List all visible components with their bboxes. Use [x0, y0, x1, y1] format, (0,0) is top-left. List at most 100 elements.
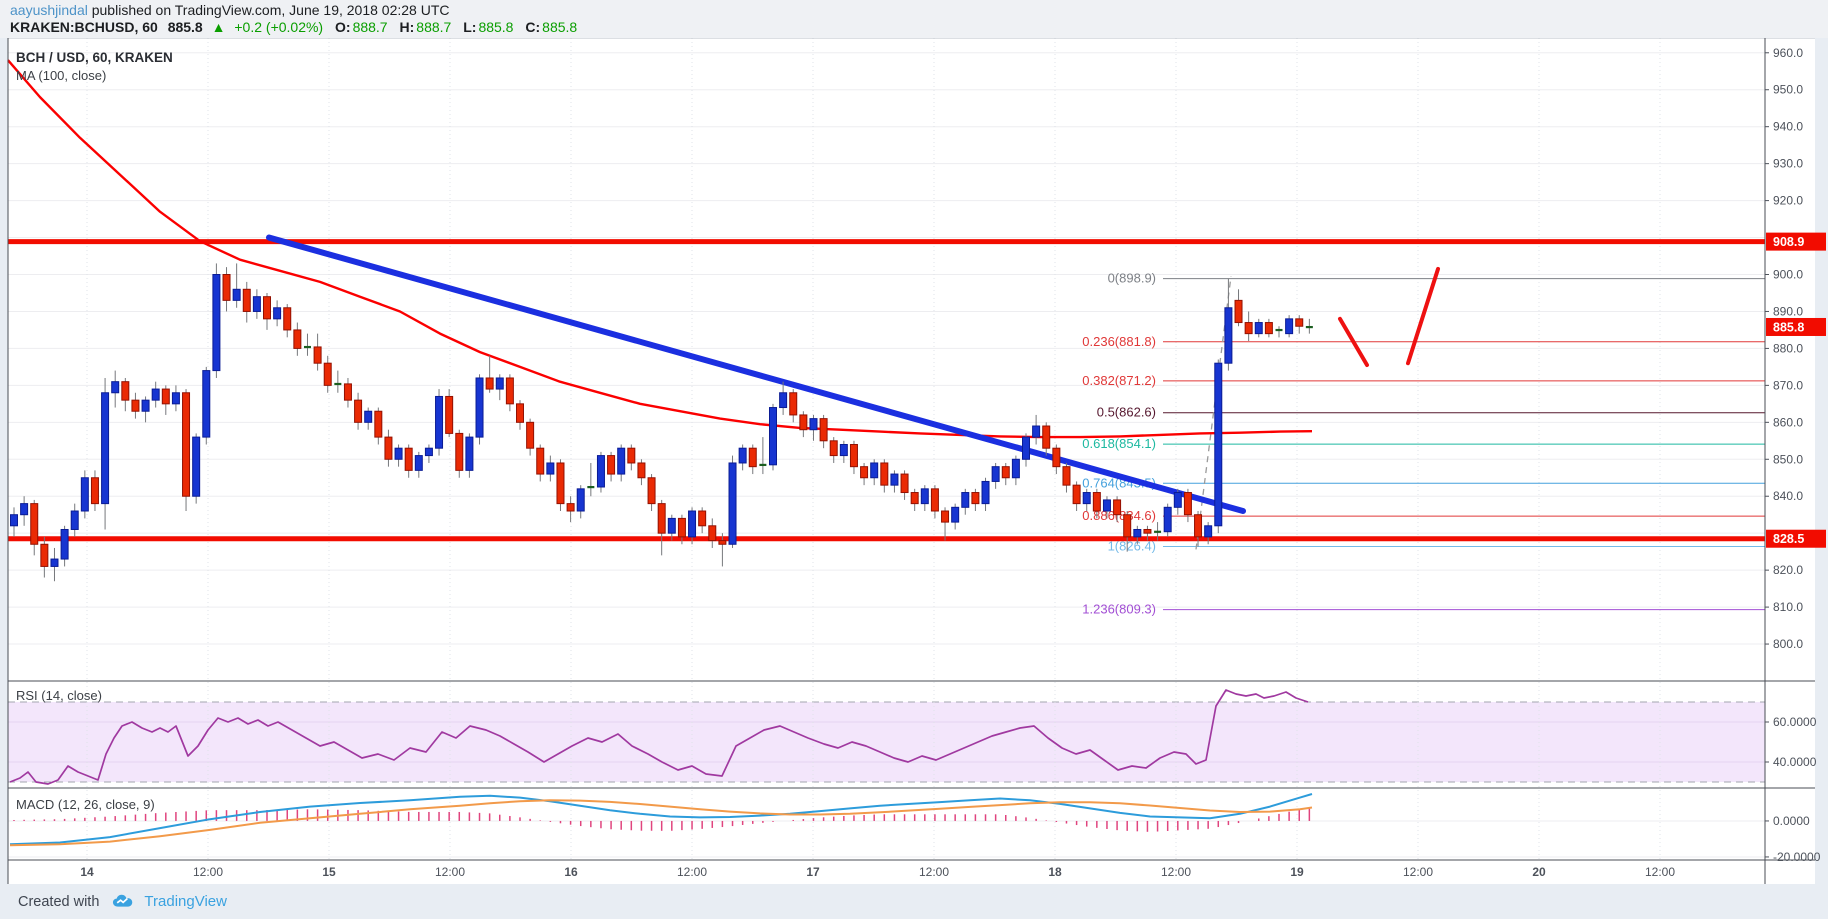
- candle: [121, 381, 130, 401]
- trendline[interactable]: [266, 234, 1246, 515]
- tradingview-logo-icon: [113, 894, 133, 907]
- svg-text:810.0: 810.0: [1773, 600, 1803, 614]
- svg-text:19: 19: [1290, 865, 1304, 879]
- projection-lines[interactable]: [1338, 266, 1440, 368]
- candle: [708, 525, 717, 542]
- svg-text:14: 14: [80, 865, 94, 879]
- candle: [1133, 528, 1142, 538]
- candle: [313, 346, 322, 364]
- candle-doji: [334, 382, 342, 386]
- time-axis[interactable]: 14 12:00 15 12:00 16 12:00 17 12:00 18 12:00 19 12:…: [80, 865, 1675, 879]
- svg-text:850.0: 850.0: [1773, 452, 1803, 466]
- candle: [991, 466, 1000, 482]
- candle: [222, 274, 231, 301]
- rsi-band: [8, 701, 1765, 783]
- fib-reference-dashed-line: [1195, 276, 1232, 550]
- candle: [1234, 299, 1243, 324]
- ticker-line: KRAKEN:BCHUSD, 60 885.8 ▲ +0.2 (+0.02%) …: [10, 19, 577, 35]
- svg-text:840.0: 840.0: [1773, 489, 1803, 503]
- candle: [880, 462, 889, 486]
- candle: [1295, 318, 1304, 327]
- candle: [849, 443, 858, 468]
- candle: [323, 362, 332, 386]
- svg-text:60.0000: 60.0000: [1773, 715, 1817, 729]
- candle: [667, 517, 676, 534]
- svg-text:800.0: 800.0: [1773, 637, 1803, 651]
- candle: [1173, 492, 1182, 508]
- candle: [890, 473, 899, 486]
- svg-text:890.0: 890.0: [1773, 304, 1803, 318]
- fib-label: 0(898.9): [1108, 271, 1156, 286]
- svg-text:0.0000: 0.0000: [1773, 814, 1810, 828]
- candle: [961, 492, 970, 508]
- candle: [1224, 307, 1233, 364]
- high-value: 888.7: [416, 19, 452, 35]
- candle-doji: [759, 463, 767, 467]
- author-link[interactable]: aayushjindal: [10, 2, 88, 18]
- candle: [1062, 466, 1071, 486]
- fib-label: 1(826.4): [1108, 538, 1156, 553]
- ma100-line: [7, 59, 1313, 439]
- ticker-symbol: KRAKEN:BCHUSD, 60: [10, 19, 158, 35]
- candle: [860, 466, 869, 479]
- fib-retracement[interactable]: 0(898.9) 0.236(881.8) 0.382(871.2) 0.5(862.…: [1082, 271, 1765, 617]
- candle: [799, 414, 808, 431]
- candle: [70, 510, 79, 530]
- symbol-title: BCH / USD, 60, KRAKEN: [16, 50, 173, 65]
- tradingview-brand-link[interactable]: TradingView: [144, 893, 227, 910]
- candle: [1123, 514, 1132, 538]
- fib-label: 0.382(871.2): [1082, 373, 1156, 388]
- candle: [1042, 425, 1051, 449]
- rsi-line: [9, 689, 1309, 785]
- candle: [90, 477, 99, 505]
- candle: [475, 377, 484, 438]
- price-badges: 908.9 885.8 828.5: [1766, 232, 1826, 548]
- candle: [1032, 425, 1041, 438]
- candle: [748, 447, 757, 468]
- candle: [80, 477, 89, 512]
- candle: [1072, 484, 1081, 505]
- candle: [971, 492, 980, 505]
- candle: [698, 510, 707, 527]
- candle: [505, 377, 514, 405]
- svg-text:940.0: 940.0: [1773, 120, 1803, 134]
- candle: [981, 480, 990, 505]
- candle: [930, 488, 939, 512]
- candle: [1113, 499, 1122, 516]
- candle: [151, 388, 160, 401]
- fib-label: 0.236(881.8): [1082, 334, 1156, 349]
- svg-text:885.8: 885.8: [1773, 320, 1804, 334]
- fib-label: 0.886(834.6): [1082, 508, 1156, 523]
- svg-text:12:00: 12:00: [435, 865, 465, 879]
- candle: [526, 421, 535, 449]
- candle: [192, 436, 201, 497]
- candle: [273, 307, 282, 320]
- candle-doji: [1305, 325, 1313, 329]
- svg-text:860.0: 860.0: [1773, 415, 1803, 429]
- candle: [920, 488, 929, 505]
- candle: [738, 447, 747, 464]
- price-axis[interactable]: 960.0 950.0 940.0 930.0 920.0 900.0 890.0 880.0…: [1765, 46, 1821, 864]
- candle: [1163, 506, 1172, 533]
- rsi-indicator-label: RSI (14, close): [16, 688, 102, 703]
- fib-label: 1.236(809.3): [1082, 602, 1156, 617]
- svg-text:12:00: 12:00: [919, 865, 949, 879]
- svg-text:17: 17: [806, 865, 820, 879]
- macd-line: [9, 793, 1313, 846]
- candle: [394, 447, 403, 460]
- candle: [1022, 436, 1030, 460]
- candle-doji: [587, 485, 595, 489]
- publish-header: aayushjindal published on TradingView.co…: [0, 0, 1828, 38]
- candle: [1254, 322, 1263, 335]
- created-with-text: Created with: [18, 893, 100, 910]
- svg-text:-20.0000: -20.0000: [1773, 850, 1821, 864]
- candle: [1244, 322, 1253, 335]
- support-resistance-lines[interactable]: [8, 239, 1765, 542]
- candle: [1264, 322, 1273, 335]
- candle: [1194, 514, 1203, 538]
- candle: [677, 517, 686, 538]
- svg-text:12:00: 12:00: [193, 865, 223, 879]
- candles: [10, 263, 1313, 582]
